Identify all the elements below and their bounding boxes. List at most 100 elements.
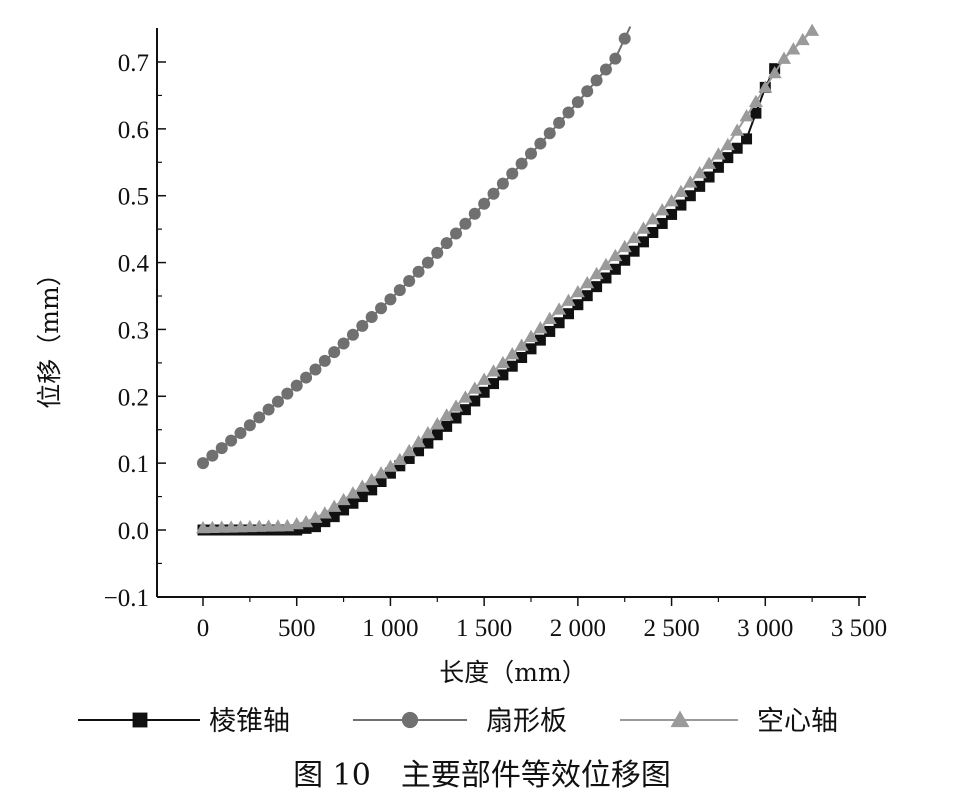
series-marker: [224, 520, 239, 533]
series-marker: [347, 497, 359, 509]
x-tick-label: 2 500: [643, 615, 699, 642]
series-marker: [383, 459, 398, 472]
series-marker: [656, 217, 668, 229]
series-marker: [422, 437, 434, 449]
series-marker: [514, 338, 529, 351]
series-marker: [619, 254, 631, 266]
series-marker: [365, 311, 378, 324]
series-marker: [694, 180, 706, 192]
series-marker: [750, 107, 762, 119]
series-marker: [591, 281, 603, 293]
series-marker: [675, 199, 687, 211]
series-marker: [420, 426, 435, 439]
series-marker: [664, 194, 679, 207]
y-tick-label: 0.1: [118, 451, 149, 478]
series-marker: [318, 354, 331, 367]
series-marker: [590, 74, 603, 87]
series-marker: [627, 230, 642, 244]
series-marker: [309, 363, 322, 376]
series-marker: [628, 245, 640, 257]
series-marker: [542, 311, 557, 324]
y-tick-label: 0.4: [118, 251, 150, 278]
series-marker: [506, 360, 518, 372]
series-marker: [711, 147, 726, 160]
series-marker: [730, 123, 745, 136]
series-marker: [403, 452, 415, 464]
series-marker: [702, 156, 717, 169]
series-marker: [328, 511, 340, 523]
series-marker: [552, 302, 567, 315]
series-marker: [486, 364, 501, 377]
legend-item-pyramid-shaft: 棱锥轴: [78, 706, 290, 737]
series-marker: [684, 190, 696, 202]
series-marker: [571, 96, 584, 109]
series-marker: [411, 434, 426, 448]
series-marker: [505, 347, 520, 360]
series-marker: [758, 80, 773, 93]
series-marker: [253, 411, 266, 424]
series-marker: [356, 319, 369, 332]
y-axis-ticks: −0.1 0.0 0.1 0.2 0.3 0.4 0.5 0.6 0.7: [104, 50, 166, 612]
series-marker: [534, 334, 546, 346]
series-marker: [319, 516, 331, 528]
series-marker: [487, 187, 500, 200]
series-marker: [478, 386, 490, 398]
series-marker: [412, 265, 425, 278]
y-tick-label: 0.0: [118, 518, 149, 545]
series-marker: [439, 408, 454, 421]
series-marker: [355, 479, 370, 492]
series-marker: [458, 390, 473, 403]
series-marker: [270, 519, 285, 532]
series-marker: [375, 302, 388, 315]
series-marker: [496, 177, 509, 190]
series-marker: [533, 321, 548, 334]
series-marker: [384, 293, 397, 306]
series-marker: [374, 466, 389, 479]
series-marker: [786, 42, 801, 55]
legend-item-sector-plate: 扇形板: [353, 706, 567, 737]
series-marker: [225, 434, 238, 447]
series-marker: [281, 387, 294, 400]
y-tick-label: −0.1: [104, 585, 149, 612]
series-marker: [777, 51, 792, 64]
x-tick-label: 3 500: [831, 615, 887, 642]
series-marker: [561, 293, 576, 306]
series-marker: [252, 519, 267, 532]
series-marker: [731, 142, 743, 154]
series-marker: [534, 137, 547, 150]
series-marker: [262, 403, 275, 416]
series-marker: [666, 208, 678, 220]
series-marker: [805, 23, 820, 36]
series-marker: [720, 137, 735, 151]
series-marker: [197, 457, 209, 470]
legend-marker: [132, 712, 148, 728]
series-marker: [655, 203, 670, 216]
series-marker: [553, 116, 566, 129]
series-marker: [618, 32, 631, 45]
series-marker: [516, 352, 528, 364]
series-marker: [291, 524, 303, 536]
series-marker: [366, 484, 378, 496]
series-marker: [525, 343, 537, 355]
series-marker: [327, 499, 342, 512]
series-marker: [673, 184, 688, 197]
series-marker: [364, 472, 379, 486]
series-marker: [345, 486, 360, 499]
series-marker: [488, 378, 500, 390]
series-marker: [712, 161, 724, 173]
series-marker: [469, 395, 481, 407]
x-tick-label: 500: [278, 615, 316, 642]
legend-label: 棱锥轴: [209, 706, 290, 737]
series-marker: [515, 157, 528, 170]
legend-marker: [670, 710, 690, 728]
series-marker: [739, 109, 754, 122]
series-sector-plate: [197, 26, 632, 470]
series-marker: [459, 404, 471, 416]
series-marker: [261, 519, 276, 532]
series-marker: [562, 106, 575, 119]
legend-item-hollow-shaft: 空心轴: [620, 706, 838, 737]
legend: 棱锥轴 扇形板 空心轴: [78, 706, 838, 737]
series-marker: [384, 467, 396, 479]
series-marker: [553, 317, 565, 329]
series-marker: [637, 236, 649, 248]
